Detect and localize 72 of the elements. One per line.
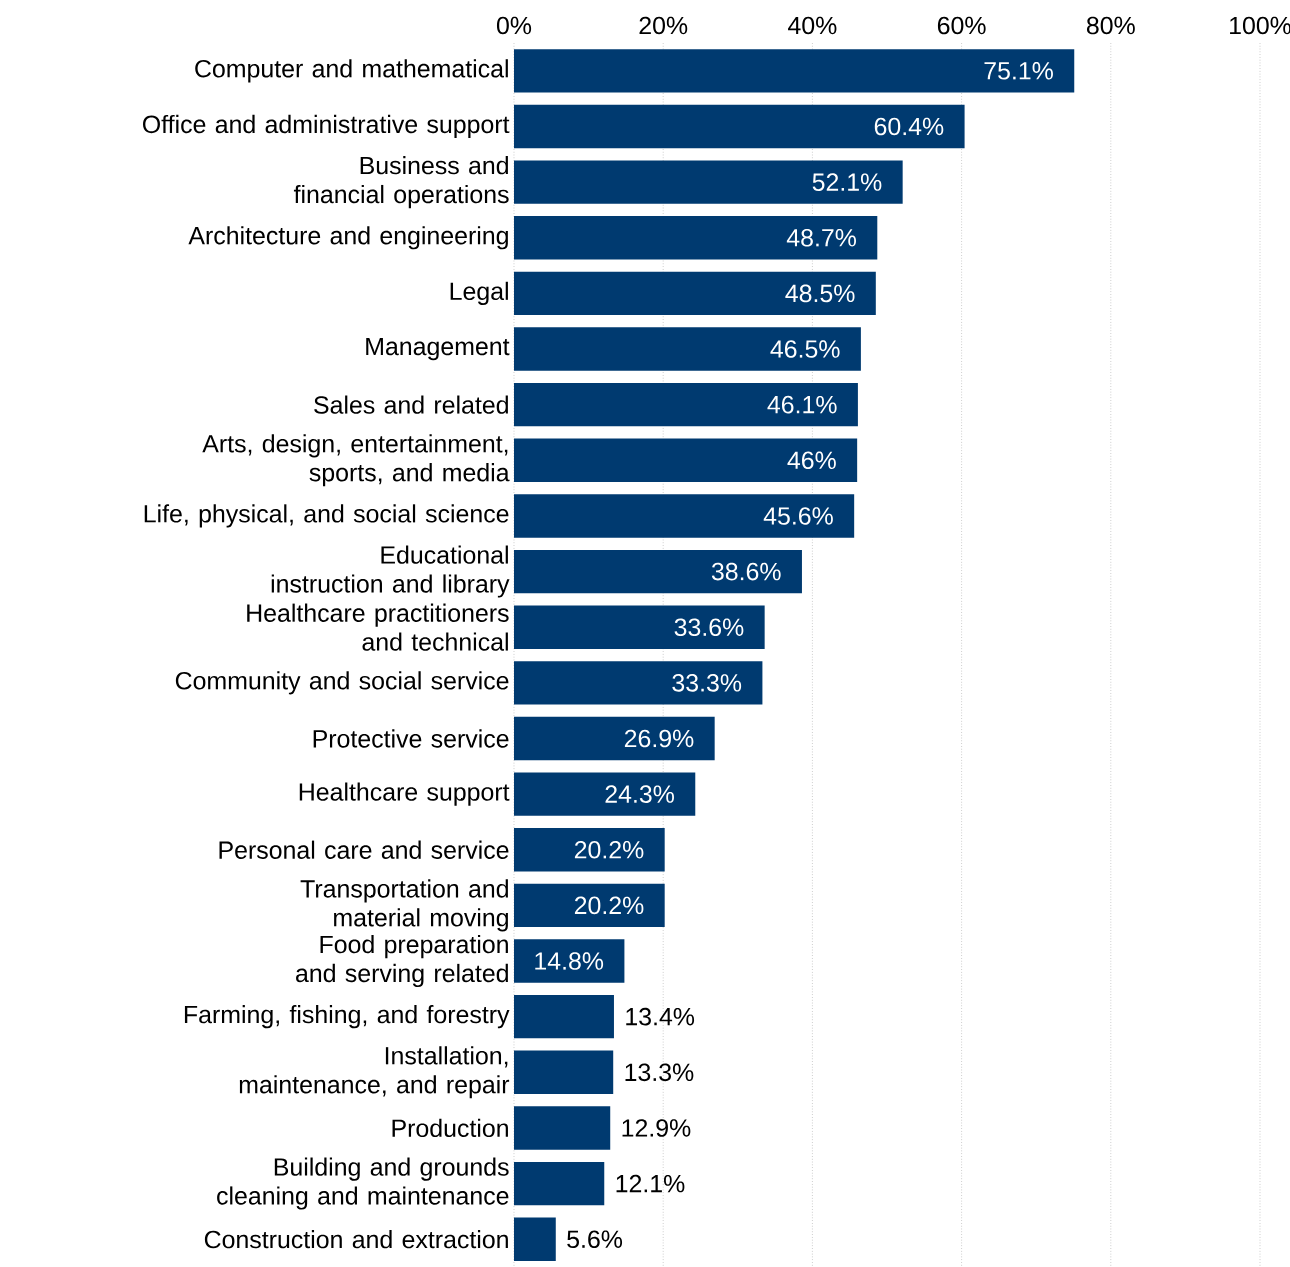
y-tick-label: Healthcare support xyxy=(299,782,510,806)
y-tick-label: Business and financial operations xyxy=(293,156,509,209)
data-label: 12.1% xyxy=(616,1174,685,1193)
y-tick-label: Management xyxy=(366,337,510,361)
bar xyxy=(513,216,878,260)
y-tick-label: Production xyxy=(392,1118,508,1138)
bar xyxy=(513,828,665,872)
x-tick-label: 40% xyxy=(788,16,837,35)
data-label: 60.4% xyxy=(874,117,944,136)
y-tick-label: Installation, maintenance, and repair xyxy=(239,1046,510,1099)
data-label: 38.6% xyxy=(711,562,781,581)
bar xyxy=(513,994,614,1039)
bar xyxy=(513,49,1075,93)
bar xyxy=(513,1217,556,1261)
bar xyxy=(513,271,876,316)
data-label: 46.1% xyxy=(767,395,837,414)
y-tick-label: Farming, fishing, and forestry xyxy=(184,1005,510,1029)
y-tick-label: Architecture and engineering xyxy=(188,226,508,250)
data-label: 75.1% xyxy=(984,62,1053,80)
y-tick-label: Computer and mathematical xyxy=(195,59,508,83)
data-label: 13.3% xyxy=(625,1063,694,1082)
x-tick-label: 80% xyxy=(1086,16,1135,35)
data-label: 14.8% xyxy=(535,952,604,970)
data-label: 52.1% xyxy=(812,173,882,191)
bar xyxy=(513,160,903,204)
y-tick-label: Office and administrative support xyxy=(143,114,510,139)
bar xyxy=(513,382,858,427)
y-tick-label: Healthcare practitioners and technical xyxy=(247,603,509,651)
y-tick-label: Arts, design, entertainment, sports, and media xyxy=(202,434,510,487)
bar xyxy=(513,772,696,816)
x-tick-label: 100% xyxy=(1230,16,1290,35)
data-label: 33.3% xyxy=(672,674,742,692)
data-label: 48.7% xyxy=(786,228,856,247)
bar xyxy=(513,1106,611,1150)
data-label: 33.6% xyxy=(674,618,744,637)
data-label: 46.5% xyxy=(770,340,840,358)
bar xyxy=(513,1161,605,1206)
data-label: 20.2% xyxy=(574,896,644,915)
bar xyxy=(513,661,763,705)
bar xyxy=(513,549,802,594)
bar xyxy=(513,883,665,928)
y-tick-label: Transportation and material moving xyxy=(300,879,508,932)
y-tick-label: Legal xyxy=(450,281,508,305)
x-tick-label: 20% xyxy=(639,16,688,35)
x-tick-label: 60% xyxy=(937,16,986,35)
data-label: 12.9% xyxy=(622,1119,691,1137)
bar xyxy=(513,716,715,761)
bar xyxy=(513,104,965,149)
data-label: 20.2% xyxy=(574,840,644,859)
bar xyxy=(513,939,625,983)
bar xyxy=(513,438,858,482)
y-tick-label: Protective service xyxy=(313,729,509,748)
y-tick-label: Life, physical, and social science xyxy=(144,504,509,528)
data-label: 26.9% xyxy=(624,729,694,748)
bar xyxy=(513,605,765,649)
y-tick-label: Food preparation and serving related xyxy=(296,934,508,988)
bar xyxy=(513,494,855,538)
bar xyxy=(513,1050,614,1094)
data-label: 46% xyxy=(787,451,836,470)
y-tick-label: Personal care and service xyxy=(219,840,509,859)
y-tick-label: Educational instruction and library xyxy=(271,545,510,598)
data-label: 13.4% xyxy=(626,1007,695,1026)
y-tick-label: Community and social service xyxy=(175,671,509,695)
y-tick-label: Sales and related xyxy=(314,395,508,414)
bar xyxy=(513,327,861,371)
data-label: 45.6% xyxy=(763,507,833,525)
y-tick-label: Construction and extraction xyxy=(204,1230,508,1249)
x-tick-label: 0% xyxy=(496,16,532,35)
data-label: 48.5% xyxy=(785,284,855,303)
data-label: 24.3% xyxy=(605,785,674,803)
data-label: 5.6% xyxy=(567,1230,623,1249)
y-tick-label: Building and grounds cleaning and maintenance xyxy=(217,1157,509,1210)
